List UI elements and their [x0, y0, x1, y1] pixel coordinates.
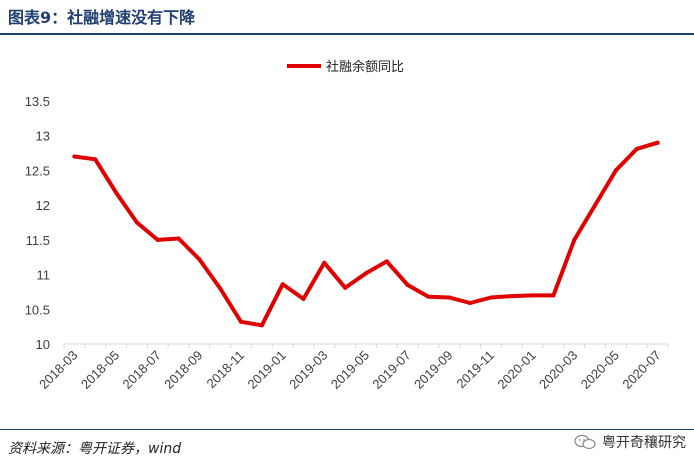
data-point	[364, 271, 368, 276]
watermark-label: 粤开奇穰研究	[602, 435, 686, 451]
x-axis: 2018-032018-052018-072018-092018-112019-…	[36, 343, 669, 392]
y-tick-label: 13.5	[25, 94, 50, 109]
data-point	[114, 190, 119, 195]
x-tick-label: 2020-01	[494, 348, 538, 392]
x-tick-label: 2018-07	[119, 348, 163, 392]
data-point	[259, 323, 264, 328]
data-point	[613, 168, 618, 173]
chart-title: 图表9：社融增速没有下降	[8, 8, 196, 27]
title-divider	[0, 33, 694, 35]
x-tick-label: 2018-03	[36, 348, 80, 392]
x-tick-label: 2020-05	[578, 348, 622, 392]
data-point	[655, 140, 660, 145]
data-point	[322, 260, 327, 265]
data-point	[384, 259, 389, 264]
x-tick-label: 2019-07	[369, 348, 413, 392]
data-point	[239, 319, 243, 324]
data-point	[530, 293, 535, 298]
y-tick-label: 13	[36, 129, 50, 144]
data-point	[197, 257, 202, 262]
data-point	[572, 237, 577, 242]
x-tick-label: 2018-11	[203, 348, 247, 392]
data-point	[301, 296, 306, 301]
x-tick-label: 2020-03	[536, 348, 580, 392]
y-tick-label: 12	[36, 198, 50, 213]
data-point	[343, 285, 348, 290]
data-point	[551, 293, 556, 298]
y-tick-label: 10	[36, 337, 50, 352]
x-tick-label: 2019-11	[453, 348, 497, 392]
data-point	[176, 236, 181, 241]
data-point	[72, 154, 77, 159]
plot-area	[72, 140, 660, 328]
data-point	[509, 294, 514, 299]
y-axis: 10 10.5 11 11.5 12 12.5 13 13.5	[25, 94, 50, 352]
series-line	[72, 140, 660, 328]
data-point	[280, 282, 285, 287]
data-point	[489, 295, 493, 300]
legend: 社融余额同比	[287, 59, 404, 75]
x-tick-label: 2019-09	[411, 348, 455, 392]
footer-divider	[0, 429, 694, 430]
data-point	[218, 286, 223, 291]
x-tick-label: 2019-03	[286, 348, 330, 392]
data-point	[426, 294, 431, 299]
source-note: 资料来源：粤开证券，wind	[8, 441, 182, 457]
x-tick-label: 2018-05	[78, 348, 122, 392]
legend-label: 社融余额同比	[326, 59, 404, 75]
data-point	[447, 295, 452, 300]
data-point	[593, 203, 598, 208]
x-tick-label: 2018-09	[161, 348, 205, 392]
x-tick-label: 2020-07	[619, 348, 663, 392]
x-tick-label: 2019-05	[328, 348, 372, 392]
data-point	[468, 301, 473, 305]
y-tick-label: 10.5	[25, 302, 50, 317]
y-tick-label: 11.5	[26, 233, 50, 248]
x-tick-label: 2019-01	[244, 348, 288, 392]
data-point	[634, 146, 639, 151]
data-point	[134, 220, 139, 225]
data-point	[405, 283, 410, 287]
data-point	[93, 157, 98, 162]
watermark: 粤开奇穰研究	[574, 432, 686, 452]
y-tick-label: 11	[37, 268, 51, 283]
wechat-icon	[574, 434, 596, 450]
y-tick-label: 12.5	[25, 163, 50, 178]
data-point	[155, 237, 160, 242]
